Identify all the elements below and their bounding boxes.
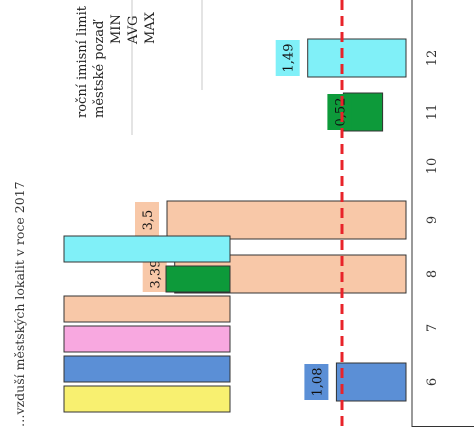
legend-swatch-1 <box>63 355 231 383</box>
data-label-box-12 <box>275 40 300 76</box>
legend-entry-0: roční imisní limit <box>75 5 90 118</box>
legend-entry-1: městské pozaď <box>92 19 107 118</box>
chart-title: …vzduší městských lokalit v roce 2017 <box>12 181 27 427</box>
data-label-box-11 <box>327 94 352 130</box>
bar-6 <box>335 362 407 402</box>
data-label-6: 1,08 <box>310 368 325 397</box>
data-label-box-9 <box>135 202 159 238</box>
legend-entry-3: AVG <box>126 15 141 45</box>
legend: roční imisní limit městské pozaď MIN AVG MAX <box>63 5 231 413</box>
legend-swatch-0 <box>63 385 231 413</box>
data-label-8: 3,39 <box>149 260 164 289</box>
bar-9 <box>166 200 407 240</box>
data-label-9: 3,5 <box>141 210 156 231</box>
bar-12 <box>307 38 407 78</box>
legend-swatch-3 <box>63 295 231 323</box>
data-label-box-6 <box>304 364 329 400</box>
legend-entry-2: MIN <box>109 14 124 44</box>
legend-swatch-5 <box>63 235 231 263</box>
legend-swatch-4 <box>165 265 231 293</box>
tick-label-9: 9 <box>425 216 440 224</box>
legend-entry-4: MAX <box>143 11 158 44</box>
tick-label-6: 6 <box>425 378 440 386</box>
tick-label-11: 11 <box>425 104 440 121</box>
tick-label-8: 8 <box>425 270 440 278</box>
tick-label-10: 10 <box>425 158 440 175</box>
data-label-12: 1,49 <box>282 44 297 73</box>
category-ticks: 6 7 8 9 10 11 12 <box>425 50 440 386</box>
tick-label-12: 12 <box>425 50 440 67</box>
gridlines <box>131 0 203 135</box>
legend-swatch-2 <box>63 325 231 353</box>
tick-label-7: 7 <box>425 324 440 332</box>
